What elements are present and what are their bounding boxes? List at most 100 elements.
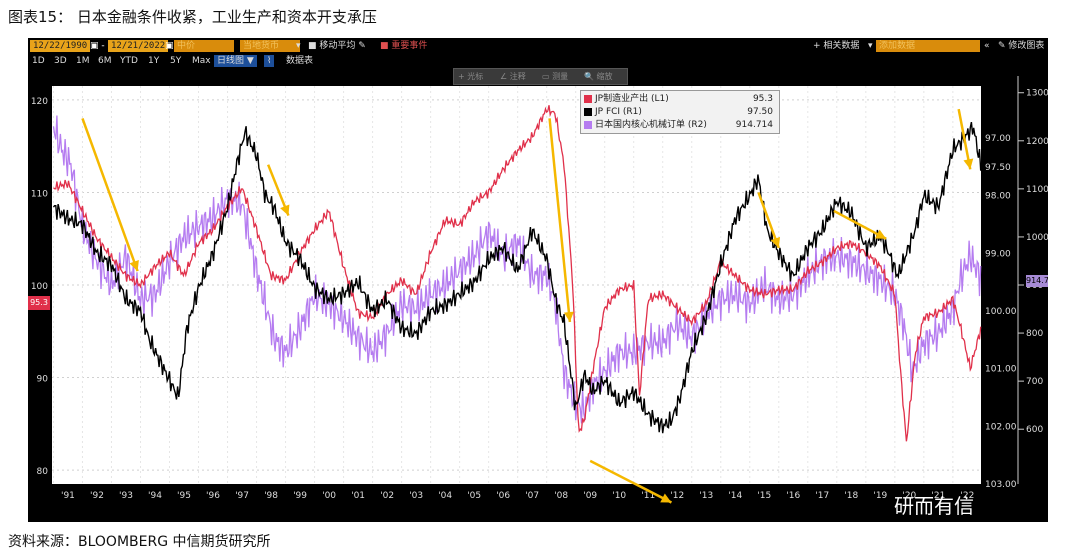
series-line-1 — [52, 121, 982, 434]
period-5y[interactable]: 5Y — [170, 56, 182, 66]
calendar-icon[interactable]: ▣ - — [90, 41, 105, 51]
period-1y[interactable]: 1Y — [148, 56, 160, 66]
x-tick-label-9: '00 — [322, 491, 336, 501]
x-tick-label-28: '19 — [873, 491, 887, 501]
series-line-0 — [53, 105, 982, 442]
watermark-text: 研而有信 — [894, 494, 974, 518]
events-label: 重要事件 — [391, 41, 428, 51]
x-tick-label-12: '03 — [409, 491, 423, 501]
toolbar-row-1: 12/22/1990 ▣ - 12/21/2022 ▣ 中价 当地货币 ▾ ■ … — [28, 40, 1048, 54]
legend-entry-orders: 日本国内核心机械订单 (R2) 914.714 — [584, 119, 776, 131]
bloomberg-chart-window: 12/22/1990 ▣ - 12/21/2022 ▣ 中价 当地货币 ▾ ■ … — [28, 38, 1048, 522]
x-tick-label-24: '15 — [757, 491, 771, 501]
x-tick-label-23: '14 — [728, 491, 742, 501]
x-tick-label-22: '13 — [699, 491, 713, 501]
right1-tick-label-3: 99.00 — [985, 249, 1011, 259]
period-max[interactable]: Max — [192, 56, 211, 66]
legend-value-fci: 97.50 — [747, 107, 773, 117]
trend-arrow-0 — [81, 117, 139, 272]
x-tick-label-4: '95 — [177, 491, 191, 501]
data-table-button[interactable]: 数据表 — [286, 56, 314, 66]
x-tick-label-29: '20 — [902, 491, 916, 501]
x-tick-label-8: '99 — [293, 491, 307, 501]
x-tick-label-27: '18 — [844, 491, 858, 501]
annotate-tool[interactable]: ∠ 注释 — [500, 72, 526, 81]
related-chevron-icon[interactable]: ▾ — [868, 41, 873, 51]
legend-swatch-orders — [584, 120, 592, 129]
x-tick-label-26: '17 — [815, 491, 829, 501]
start-date-field[interactable]: 12/22/1990 — [30, 40, 91, 52]
currency-select[interactable]: 当地货币 — [240, 40, 300, 52]
chart-type-select[interactable]: 日线图 ▼ — [214, 55, 257, 67]
legend: JP制造业产出 (L1) 95.3 JP FCI (R1) 97.50 日本国内… — [580, 90, 780, 134]
price-field-select[interactable]: 中价 — [174, 40, 234, 52]
right1-tick-label-0: 97.00 — [985, 134, 1011, 144]
trend-arrow-3 — [589, 459, 673, 504]
edit-chart-label: 修改图表 — [1008, 41, 1045, 51]
legend-swatch-fci — [584, 107, 592, 116]
x-axis-band — [52, 488, 981, 502]
trend-arrow-head-1 — [280, 204, 290, 216]
x-tick-label-21: '12 — [670, 491, 684, 501]
legend-value-manufacturing: 95.3 — [752, 94, 773, 104]
trend-arrow-head-2 — [563, 311, 574, 323]
period-1m[interactable]: 1M — [76, 56, 90, 66]
left-tick-label-1: 90 — [37, 375, 49, 385]
measure-tool[interactable]: ▭ 测量 — [542, 72, 569, 81]
edit-chart-button[interactable]: ✎ 修改图表 — [998, 41, 1045, 51]
page-title: 图表15： 日本金融条件收紧，工业生产和资本开支承压 — [8, 8, 377, 26]
period-1d[interactable]: 1D — [32, 56, 45, 66]
chart-style-icon[interactable]: ⌇ — [264, 55, 275, 67]
left-tick-label-0: 80 — [37, 467, 49, 477]
right2-tick-label-7: 1300 — [1026, 89, 1048, 99]
last-value-left-badge: 95.3 — [28, 296, 50, 310]
chart-type-label: 日线图 — [217, 56, 245, 66]
x-tick-label-15: '06 — [496, 491, 510, 501]
calendar-icon-2[interactable]: ▣ — [165, 41, 174, 51]
x-tick-label-31: '22 — [960, 491, 974, 501]
legend-label-fci: JP FCI (R1) — [595, 107, 642, 117]
legend-entry-manufacturing: JP制造业产出 (L1) 95.3 — [584, 93, 776, 105]
right1-tick-label-1: 97.50 — [985, 163, 1011, 173]
source-note: 资料来源：BLOOMBERG 中信期货研究所 — [8, 534, 271, 550]
end-date-field[interactable]: 12/21/2022 — [108, 40, 169, 52]
x-tick-label-18: '09 — [583, 491, 597, 501]
series-line-2 — [52, 115, 982, 424]
right2-tick-label-4: 1000 — [1026, 233, 1048, 243]
add-data-input[interactable]: 添加数据 — [876, 40, 980, 52]
zoom-tool[interactable]: 🔍 缩放 — [584, 72, 613, 81]
period-3d[interactable]: 3D — [54, 56, 67, 66]
x-tick-label-30: '21 — [931, 491, 945, 501]
x-tick-label-17: '08 — [554, 491, 568, 501]
period-ytd[interactable]: YTD — [120, 56, 138, 66]
legend-value-orders: 914.714 — [735, 120, 773, 130]
left-tick-label-2: 100 — [31, 282, 48, 292]
x-tick-label-25: '16 — [786, 491, 800, 501]
moving-average-button[interactable]: ■ 移动平均 ✎ — [308, 41, 366, 51]
chevron-down-icon[interactable]: ▾ — [296, 41, 301, 51]
events-button[interactable]: ■ 重要事件 — [380, 41, 428, 51]
x-tick-label-1: '92 — [90, 491, 104, 501]
legend-entry-fci: JP FCI (R1) 97.50 — [584, 106, 776, 118]
chart-svg: 80 90 100 110 120 '91 '92 '93 '94 '95 '96 '97 '98 '99… — [31, 76, 1048, 504]
right2-tick-label-6: 1200 — [1026, 137, 1048, 147]
right2-tick-label-5: 1100 — [1026, 185, 1048, 195]
x-tick-label-16: '07 — [525, 491, 539, 501]
trend-arrow-head-0 — [129, 260, 139, 272]
period-6m[interactable]: 6M — [98, 56, 112, 66]
last-value-right-badge: 914.7 — [1026, 275, 1048, 287]
cursor-tool[interactable]: + 光标 — [458, 72, 484, 81]
right1-tick-label-2: 98.00 — [985, 192, 1011, 202]
trend-arrow-head-6 — [963, 158, 974, 170]
x-tick-label-20: '11 — [641, 491, 655, 501]
right1-tick-label-5: 101.00 — [985, 365, 1017, 375]
right2-tick-label-1: 700 — [1026, 377, 1043, 387]
right1-tick-label-7: 103.00 — [985, 480, 1017, 490]
plot-area — [52, 86, 981, 484]
x-tick-label-14: '05 — [467, 491, 481, 501]
x-tick-label-11: '02 — [380, 491, 394, 501]
related-data-button[interactable]: + 相关数据 — [813, 41, 860, 51]
collapse-icon[interactable]: « — [984, 41, 990, 51]
trend-arrow-head-4 — [770, 236, 781, 248]
x-tick-label-13: '04 — [438, 491, 452, 501]
